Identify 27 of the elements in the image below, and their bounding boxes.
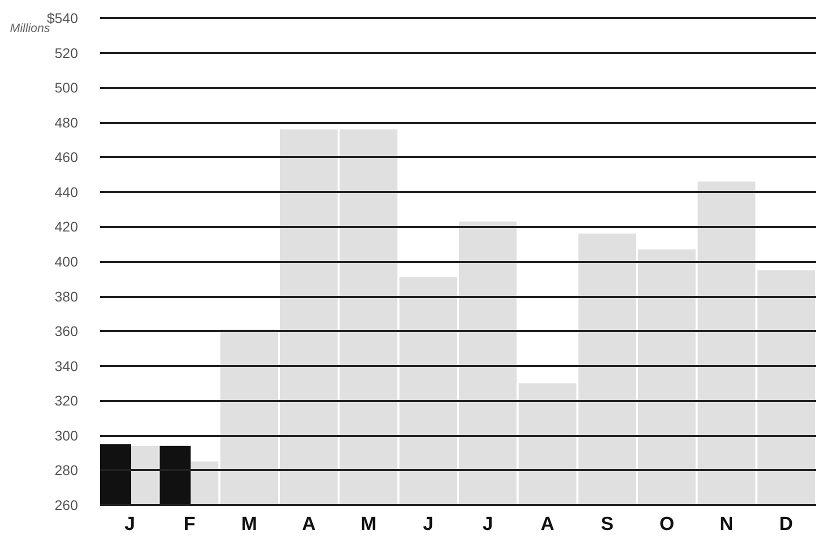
y-tick-label: 440 — [54, 184, 78, 200]
y-tick-label: 280 — [54, 462, 78, 478]
y-tick-label: 260 — [54, 497, 78, 513]
x-tick-label: F — [184, 514, 196, 535]
y-tick-label: 340 — [54, 358, 78, 374]
x-tick-label: J — [482, 514, 494, 535]
y-tick-label: $540 — [46, 10, 78, 26]
y-tick-label: 360 — [54, 323, 78, 340]
x-tick-label: M — [360, 514, 376, 535]
y-tick-label: 500 — [54, 80, 78, 96]
x-tick-label: O — [659, 514, 674, 535]
x-tick-label: J — [422, 514, 434, 535]
y-tick-label: 520 — [54, 44, 78, 61]
x-tick-label: A — [302, 514, 316, 535]
x-tick-label: A — [540, 514, 555, 535]
y-tick-label: 380 — [54, 288, 78, 304]
x-tick-label: D — [779, 514, 794, 535]
y-tick-label: 320 — [54, 392, 78, 409]
y-tick-label: 300 — [54, 427, 78, 444]
x-tick-label: S — [600, 514, 614, 535]
x-tick-label: N — [720, 514, 734, 535]
y-tick-label: 480 — [54, 114, 78, 130]
x-tick-label: J — [124, 514, 136, 535]
y-tick-label: 460 — [54, 149, 78, 166]
x-tick-label: M — [241, 514, 258, 535]
y-tick-label: 400 — [54, 254, 78, 270]
y-tick-label: 420 — [54, 218, 78, 235]
